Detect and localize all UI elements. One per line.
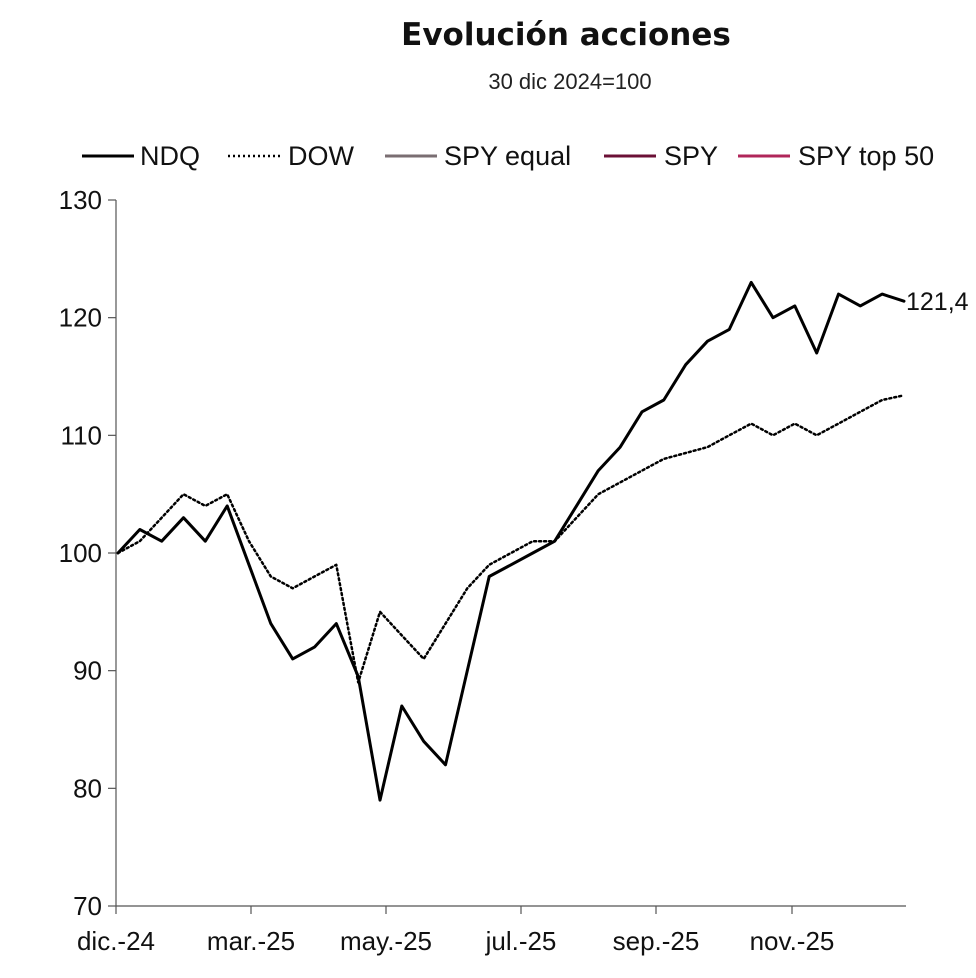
x-axis: dic.-24 mar.-25 may.-25 jul.-25 sep.-25 nov.-… bbox=[77, 905, 906, 956]
y-tick-label: 110 bbox=[61, 420, 102, 450]
end-label-ndq: 121,4 bbox=[906, 288, 969, 316]
y-tick-label: 100 bbox=[59, 538, 102, 568]
y-tick-label: 120 bbox=[59, 303, 102, 333]
x-tick-label: sep.-25 bbox=[613, 926, 700, 956]
x-tick-label: dic.-24 bbox=[77, 926, 155, 956]
legend-label-spy-top-50: SPY top 50 bbox=[798, 141, 934, 171]
end-labels: 121,4 bbox=[906, 288, 969, 316]
y-tick-label: 70 bbox=[73, 891, 102, 921]
y-tick-label: 130 bbox=[59, 185, 102, 215]
legend-label-spy-equal: SPY equal bbox=[444, 141, 571, 171]
y-tick-label: 80 bbox=[73, 773, 102, 803]
chart-title: Evolución acciones bbox=[401, 17, 731, 53]
legend-label-dow: DOW bbox=[288, 141, 355, 171]
y-axis: 70 80 90 100 110 120 130 bbox=[59, 185, 117, 921]
chart-subtitle: 30 dic 2024=100 bbox=[488, 69, 651, 94]
x-tick-label: nov.-25 bbox=[750, 926, 835, 956]
x-tick-label: jul.-25 bbox=[485, 926, 557, 956]
legend: NDQ DOW SPY equal SPY SPY top 50 bbox=[82, 141, 934, 171]
legend-label-spy: SPY bbox=[664, 141, 718, 171]
y-tick-label: 90 bbox=[73, 656, 102, 686]
series-line-dow bbox=[116, 394, 906, 684]
legend-label-ndq: NDQ bbox=[140, 141, 200, 171]
series-line-ndq bbox=[116, 280, 906, 802]
x-tick-label: mar.-25 bbox=[207, 926, 295, 956]
series-lines bbox=[116, 280, 906, 802]
x-tick-label: may.-25 bbox=[340, 926, 432, 956]
